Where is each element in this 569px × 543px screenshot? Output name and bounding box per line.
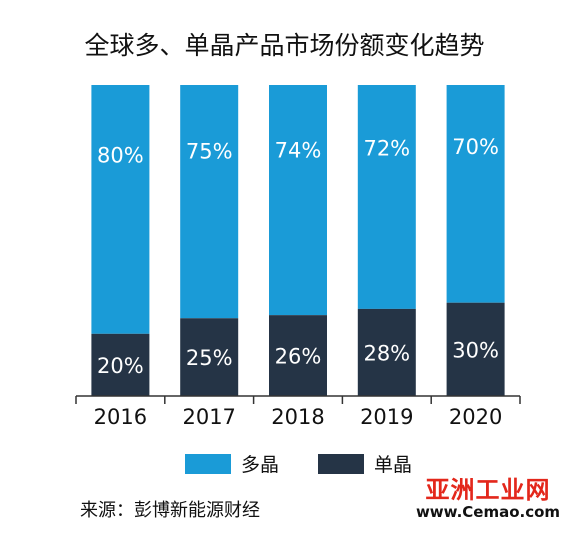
watermark-logo: 亚洲工业网 www.Cemao.com [408, 470, 568, 530]
x-tick-label-2017: 2017 [182, 405, 235, 429]
bar-multi-2018 [269, 85, 327, 316]
x-tick-label-2020: 2020 [449, 405, 502, 429]
data-label-multi-2016: 80% [97, 144, 144, 168]
watermark-title: 亚洲工业网 [425, 476, 551, 504]
data-label-multi-2018: 74% [275, 138, 322, 162]
data-label-mono-2017: 25% [186, 346, 233, 370]
data-label-multi-2017: 75% [186, 139, 233, 163]
bar-mono-2020 [446, 302, 505, 396]
x-tick-label-2018: 2018 [271, 405, 324, 429]
legend-label-mono: 单晶 [374, 454, 413, 476]
legend-item-multi: 多晶 [185, 450, 279, 477]
x-tick-label-2016: 2016 [94, 405, 147, 429]
legend-label-multi: 多晶 [241, 454, 280, 476]
bar-mono-2017 [180, 318, 239, 396]
bar-multi-2020 [446, 85, 505, 303]
legend-swatch-mono [318, 453, 364, 474]
bar-mono-2016 [91, 333, 150, 396]
legend: 多晶 单晶 [0, 450, 569, 477]
chart-title: 全球多、单晶产品市场份额变化趋势 [84, 31, 485, 60]
bar-multi-2019 [357, 85, 416, 309]
bar-mono-2019 [357, 308, 416, 396]
data-label-mono-2016: 20% [97, 354, 144, 378]
watermark-url: www.Cemao.com [415, 503, 561, 521]
data-label-multi-2019: 72% [363, 137, 410, 161]
x-tick-label-2019: 2019 [360, 405, 413, 429]
bar-multi-2017 [180, 85, 239, 319]
legend-item-mono: 单晶 [318, 450, 412, 477]
data-label-mono-2020: 30% [452, 338, 499, 362]
bar-multi-2016 [91, 85, 150, 334]
legend-swatch-multi [185, 453, 231, 474]
source-note: 来源：彭博新能源财经 [80, 500, 260, 521]
data-label-mono-2018: 26% [275, 345, 322, 369]
data-label-mono-2019: 28% [363, 341, 410, 365]
bar-mono-2018 [269, 315, 327, 396]
data-label-multi-2020: 70% [452, 135, 499, 159]
